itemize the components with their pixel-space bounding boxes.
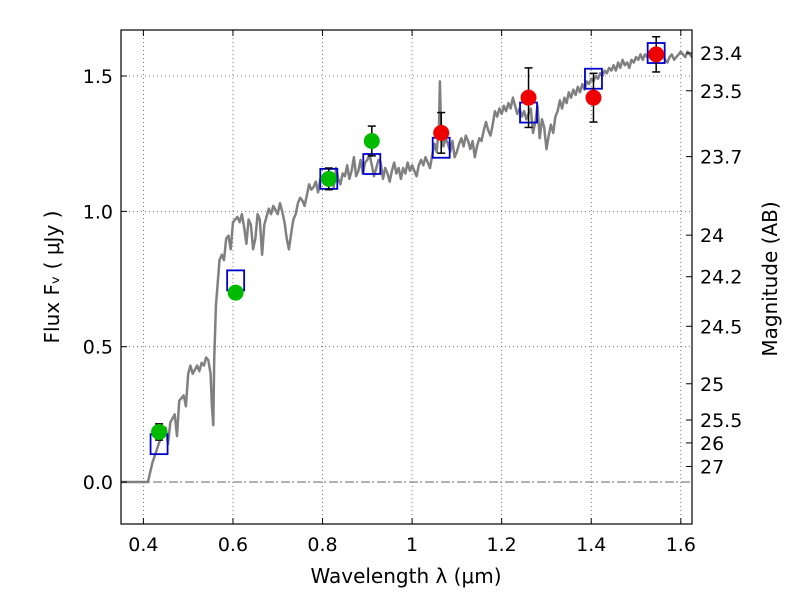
red-data-point bbox=[520, 89, 537, 106]
y2-axis-title: Magnitude (AB) bbox=[758, 201, 782, 356]
x-tick-label: 1 bbox=[406, 534, 418, 556]
x-tick-label: 1.2 bbox=[487, 534, 517, 556]
mag-tick-label: 23.4 bbox=[700, 43, 742, 65]
mag-tick-label: 24.5 bbox=[700, 316, 742, 338]
green-data-point bbox=[363, 132, 380, 149]
green-data-point bbox=[320, 170, 337, 187]
red-data-point bbox=[433, 124, 450, 141]
mag-tick-label: 24 bbox=[700, 225, 724, 247]
x-axis-title: Wavelength λ (μm) bbox=[310, 564, 501, 588]
mag-tick-label: 24.2 bbox=[700, 267, 742, 289]
x-tick-label: 0.8 bbox=[307, 534, 337, 556]
mag-tick-label: 23.5 bbox=[700, 81, 742, 103]
x-tick-label: 0.6 bbox=[218, 534, 248, 556]
mag-tick-label: 25.5 bbox=[700, 410, 742, 432]
photometry-points bbox=[151, 46, 665, 440]
green-data-point bbox=[151, 423, 168, 440]
x-tick-labels: 0.4 0.6 0.8 1 1.2 1.4 1.6 bbox=[128, 534, 696, 556]
mag-tick-label: 25 bbox=[700, 374, 724, 396]
red-data-point bbox=[648, 46, 665, 63]
y-tick-label: 0.0 bbox=[83, 472, 113, 494]
x-tick-label: 1.4 bbox=[576, 534, 606, 556]
y-tick-label: 1.0 bbox=[83, 201, 113, 223]
x-tick-label: 0.4 bbox=[128, 534, 158, 556]
model-spectrum-line bbox=[121, 50, 692, 484]
y-tick-label: 0.5 bbox=[83, 337, 113, 359]
mag-tick-label: 23.7 bbox=[700, 147, 742, 169]
y-axis-title: Flux Fᵥ ( μJy ) bbox=[40, 211, 64, 344]
mag-tick-label: 26 bbox=[700, 433, 724, 455]
y-tick-labels: 0.0 0.5 1.0 1.5 bbox=[83, 66, 113, 494]
axis-ticks bbox=[121, 30, 692, 524]
mag-tick-label: 27 bbox=[700, 456, 724, 478]
x-tick-label: 1.6 bbox=[666, 534, 696, 556]
green-data-point bbox=[227, 284, 244, 301]
red-data-point bbox=[585, 89, 602, 106]
y-tick-label: 1.5 bbox=[83, 66, 113, 88]
